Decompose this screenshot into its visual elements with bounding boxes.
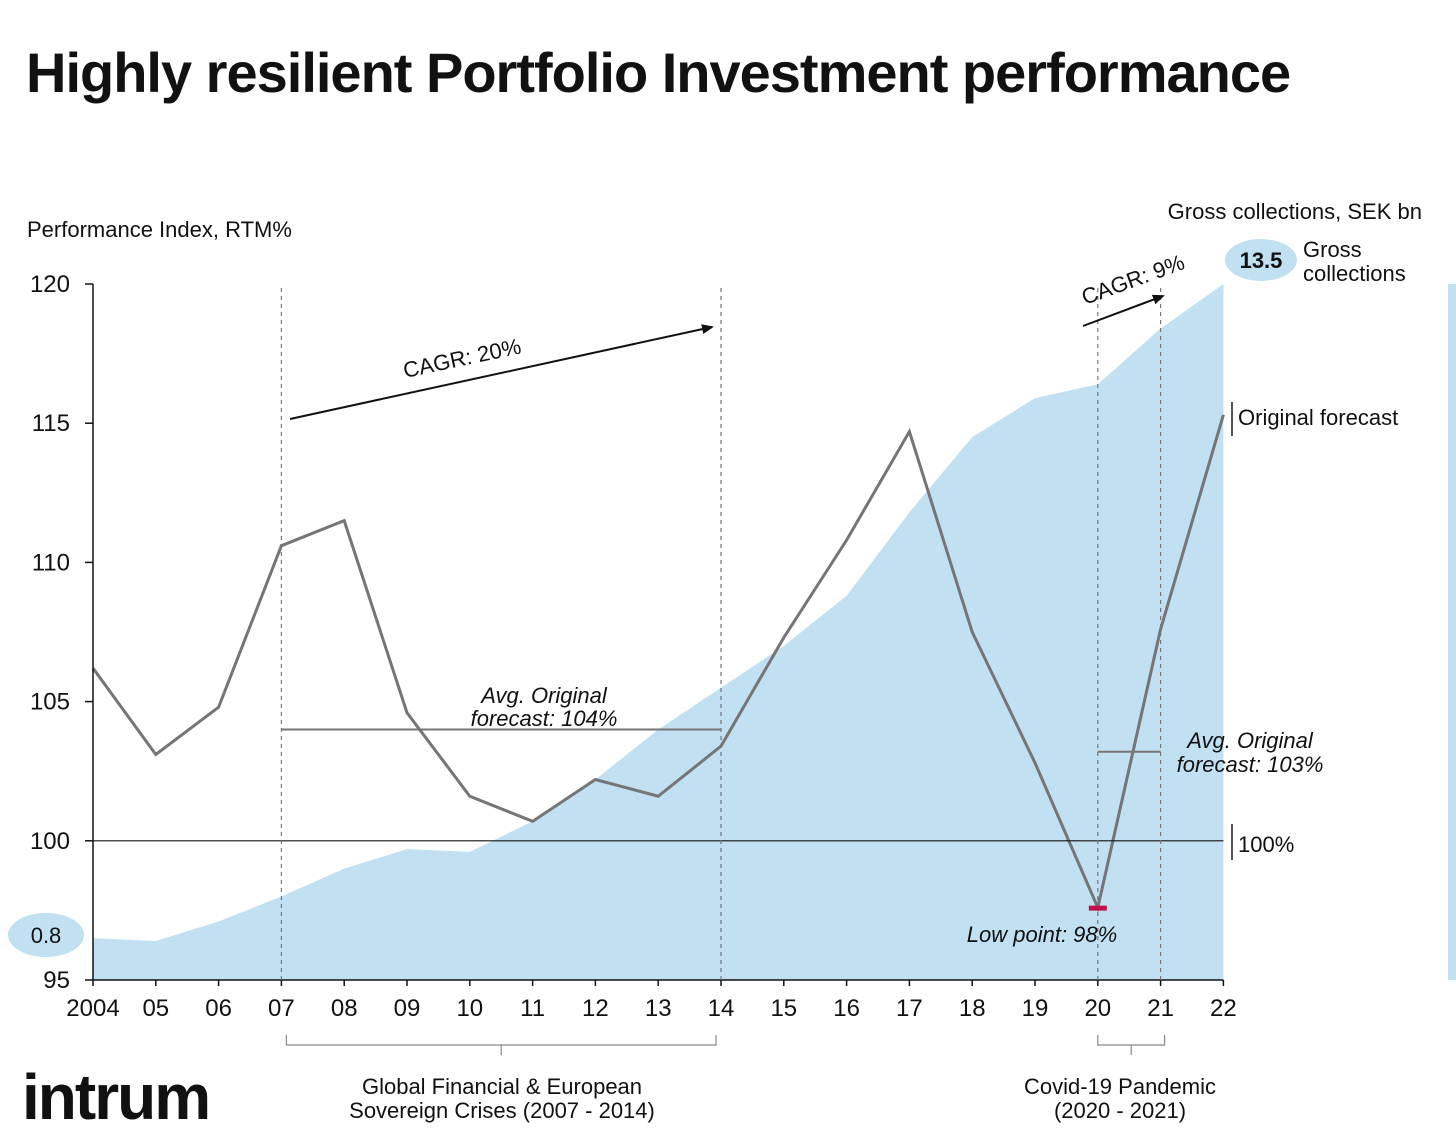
period-brace-2 xyxy=(1097,1035,1166,1055)
x-tick-label: 08 xyxy=(331,995,358,1022)
avg-forecast-label-1: Avg. Original xyxy=(479,683,608,708)
original-forecast-label: Original forecast xyxy=(1238,405,1398,430)
avg-forecast-label-2: Avg. Original xyxy=(1185,728,1314,753)
x-tick-label: 20 xyxy=(1084,995,1111,1022)
period-label-1: Global Financial & European xyxy=(362,1074,642,1099)
y-axis-title: Performance Index, RTM% xyxy=(27,217,292,242)
x-tick-label: 09 xyxy=(394,995,421,1022)
period-label-2-dates: (2020 - 2021) xyxy=(1054,1098,1186,1123)
x-tick-label: 18 xyxy=(959,995,986,1022)
x-tick-label: 10 xyxy=(456,995,483,1022)
cagr-label-1: CAGR: 20% xyxy=(401,334,523,383)
secondary-axis-title: Gross collections, SEK bn xyxy=(1168,199,1422,224)
x-tick-label: 14 xyxy=(708,995,735,1022)
gross-collections-end-value: 13.5 xyxy=(1240,248,1283,273)
low-point-marker xyxy=(1088,905,1107,911)
x-tick-label: 16 xyxy=(833,995,860,1022)
gross-collections-area xyxy=(93,284,1224,980)
period-label-1-dates: Sovereign Crises (2007 - 2014) xyxy=(349,1098,655,1123)
x-tick-label: 2004 xyxy=(66,995,119,1022)
gross-collections-start-value: 0.8 xyxy=(31,923,62,948)
gross-collections-end-bubble xyxy=(1225,239,1297,281)
gross-collections-label-1: Gross xyxy=(1303,237,1362,262)
cagr-arrow-2 xyxy=(1082,294,1165,327)
x-tick-label: 19 xyxy=(1022,995,1049,1022)
y-tick-label: 120 xyxy=(30,271,70,298)
x-tick-label: 17 xyxy=(896,995,923,1022)
avg-forecast-label-2-value: forecast: 103% xyxy=(1177,752,1324,777)
x-tick-label: 11 xyxy=(520,995,545,1022)
y-tick-group: 95 100 105 110 115 120 xyxy=(30,271,93,994)
cagr-label-2: CAGR: 9% xyxy=(1078,249,1188,309)
gross-collections-start-bubble xyxy=(8,913,84,957)
intrum-logo: intrum xyxy=(22,1061,211,1133)
x-tick-label: 06 xyxy=(205,995,232,1022)
x-tick-label: 22 xyxy=(1210,995,1237,1022)
x-tick-group: 2004 05 06 07 08 09 10 11 12 13 14 15 16 17 18 19 20 21 22 xyxy=(66,980,1237,1022)
y-tick-label: 115 xyxy=(32,410,70,437)
x-tick-label: 15 xyxy=(770,995,797,1022)
low-point-label: Low point: 98% xyxy=(967,922,1117,947)
reference-100-label: 100% xyxy=(1238,832,1294,857)
cagr-arrow-1 xyxy=(289,324,714,420)
y-tick-label: 100 xyxy=(30,828,70,855)
x-tick-label: 07 xyxy=(268,995,295,1022)
period-divider-group xyxy=(280,288,1162,980)
x-tick-label: 12 xyxy=(582,995,609,1022)
y-tick-label: 95 xyxy=(43,967,70,994)
chart-title: Highly resilient Portfolio Investment pe… xyxy=(26,41,1291,104)
avg-forecast-label-1-value: forecast: 104% xyxy=(471,706,618,731)
gross-collections-label-2: collections xyxy=(1303,261,1406,286)
period-brace-1 xyxy=(285,1035,717,1055)
x-tick-label: 05 xyxy=(142,995,169,1022)
y-tick-label: 110 xyxy=(32,549,70,576)
y-tick-label: 105 xyxy=(30,689,70,716)
x-tick-label: 13 xyxy=(645,995,672,1022)
x-tick-label: 21 xyxy=(1147,995,1174,1022)
period-label-2: Covid-19 Pandemic xyxy=(1024,1074,1216,1099)
